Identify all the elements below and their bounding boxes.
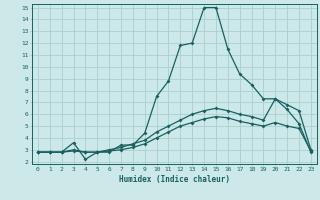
X-axis label: Humidex (Indice chaleur): Humidex (Indice chaleur) — [119, 175, 230, 184]
